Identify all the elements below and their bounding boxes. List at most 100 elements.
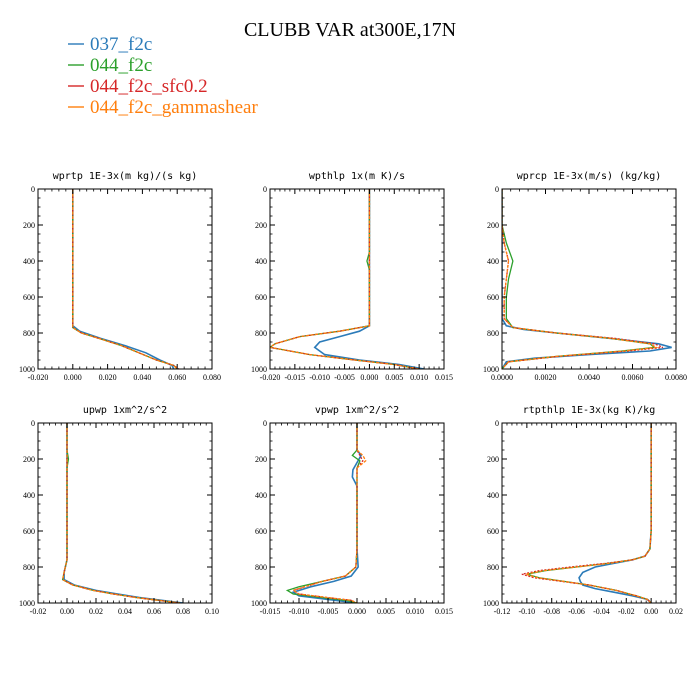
panel-title: wprcp 1E-3x(m/s) (kg/kg)	[517, 171, 662, 182]
series-line-2	[270, 189, 420, 369]
y-tick-label: 400	[255, 257, 267, 266]
legend: 037_f2c044_f2c044_f2c_sfc0.2044_f2c_gamm…	[68, 34, 258, 118]
y-tick-label: 200	[487, 455, 499, 464]
plot-frame	[37, 188, 213, 370]
y-tick-label: 1000	[251, 365, 267, 374]
series-line-1	[72, 189, 178, 369]
x-tick-label: 0.020	[99, 373, 117, 382]
x-tick-label: 0.010	[406, 607, 424, 616]
legend-label-2: 044_f2c_sfc0.2	[90, 76, 208, 97]
series-line-3	[72, 189, 178, 369]
y-tick-label: 800	[23, 563, 35, 572]
y-tick-label: 400	[487, 491, 499, 500]
x-tick-label: -0.020	[28, 373, 49, 382]
x-tick-label: -0.04	[593, 607, 610, 616]
series-line-2	[502, 189, 664, 369]
panel-3: upwp 1xm^2/s^2 -0.02 0.00 0.02 0.04 0.06 0.08 0…	[19, 405, 219, 616]
series-line-1	[526, 423, 652, 603]
x-tick-label: 0.005	[377, 607, 395, 616]
y-tick-label: 200	[255, 455, 267, 464]
y-tick-label: 0	[263, 419, 267, 428]
x-tick-label: 0.10	[205, 607, 219, 616]
y-tick-label: 800	[487, 563, 499, 572]
x-tick-label: 0.0040	[578, 373, 600, 382]
x-tick-label: -0.010	[309, 373, 330, 382]
x-tick-label: 0.00	[60, 607, 74, 616]
x-tick-label: 0.06	[147, 607, 161, 616]
y-tick-label: 600	[23, 527, 35, 536]
x-tick-label: 0.010	[410, 373, 428, 382]
x-tick-label: -0.015	[285, 373, 306, 382]
x-tick-label: -0.12	[494, 607, 511, 616]
y-tick-label: 0	[495, 185, 499, 194]
series-line-1	[61, 423, 181, 603]
panel-title: wpthlp 1x(m K)/s	[309, 171, 405, 182]
series-line-1	[502, 189, 656, 369]
x-tick-label: -0.08	[543, 607, 560, 616]
x-tick-label: -0.10	[519, 607, 536, 616]
x-tick-label: 0.04	[118, 607, 132, 616]
panels: wprtp 1E-3x(m kg)/(s kg)-0.020 0.000 0.020…	[19, 171, 687, 616]
y-tick-label: 600	[255, 293, 267, 302]
series-line-1	[270, 189, 420, 369]
y-tick-label: 600	[255, 527, 267, 536]
x-tick-label: 0.000	[348, 607, 366, 616]
x-tick-label: -0.015	[260, 607, 281, 616]
x-tick-label: 0.015	[435, 607, 453, 616]
x-tick-label: 0.040	[133, 373, 151, 382]
y-tick-label: 400	[23, 257, 35, 266]
y-tick-label: 1000	[19, 365, 35, 374]
series-line-2	[521, 423, 652, 603]
legend-label-1: 044_f2c	[90, 55, 152, 76]
y-tick-label: 400	[23, 491, 35, 500]
figure-title: CLUBB VAR at300E,17N	[244, 19, 456, 41]
series-line-3	[502, 189, 659, 369]
x-tick-label: 0.02	[89, 607, 103, 616]
series-line-0	[63, 423, 184, 603]
panel-4: vpwp 1xm^2/s^2 -0.015 -0.010 -0.005 0.000 0.0…	[251, 405, 453, 616]
x-tick-label: -0.020	[260, 373, 281, 382]
x-tick-label: 0.02	[669, 607, 683, 616]
y-tick-label: 600	[487, 293, 499, 302]
y-tick-label: 400	[255, 491, 267, 500]
y-tick-label: 1000	[251, 599, 267, 608]
x-tick-label: -0.02	[30, 607, 47, 616]
series-line-2	[291, 423, 364, 603]
y-tick-label: 0	[31, 185, 35, 194]
panel-title: upwp 1xm^2/s^2	[83, 405, 167, 416]
plot-frame	[501, 188, 677, 370]
y-tick-label: 800	[487, 329, 499, 338]
panel-title: rtpthlp 1E-3x(kg K)/kg	[523, 405, 655, 416]
panel-title: vpwp 1xm^2/s^2	[315, 405, 399, 416]
x-tick-label: -0.005	[334, 373, 355, 382]
x-tick-label: 0.000	[64, 373, 82, 382]
x-tick-label: 0.0060	[622, 373, 644, 382]
series-line-0	[578, 423, 652, 603]
y-tick-label: 0	[495, 419, 499, 428]
series-line-3	[525, 423, 652, 603]
y-tick-label: 200	[23, 455, 35, 464]
y-tick-label: 0	[263, 185, 267, 194]
y-tick-label: 200	[255, 221, 267, 230]
panel-0: wprtp 1E-3x(m kg)/(s kg) -0.020 0.000 0.020…	[19, 171, 221, 382]
series-line-0	[291, 423, 363, 603]
x-tick-label: 0.0080	[665, 373, 687, 382]
series-line-2	[72, 189, 180, 369]
x-tick-label: 0.000	[360, 373, 378, 382]
panel-5: rtpthlp 1E-3x(kg K)/kg -0.12 -0.10 -0.08 -0.…	[483, 405, 683, 616]
x-tick-label: 0.015	[435, 373, 453, 382]
y-tick-label: 200	[23, 221, 35, 230]
x-tick-label: -0.06	[568, 607, 585, 616]
x-tick-label: 0.005	[385, 373, 403, 382]
y-tick-label: 400	[487, 257, 499, 266]
y-tick-label: 600	[23, 293, 35, 302]
x-tick-label: 0.080	[203, 373, 221, 382]
plot-frame	[501, 422, 677, 604]
y-tick-label: 1000	[483, 599, 499, 608]
x-tick-label: 0.0020	[535, 373, 557, 382]
series-line-3	[61, 423, 181, 603]
y-tick-label: 1000	[483, 365, 499, 374]
y-tick-label: 0	[31, 419, 35, 428]
legend-label-3: 044_f2c_gammashear	[90, 97, 258, 118]
